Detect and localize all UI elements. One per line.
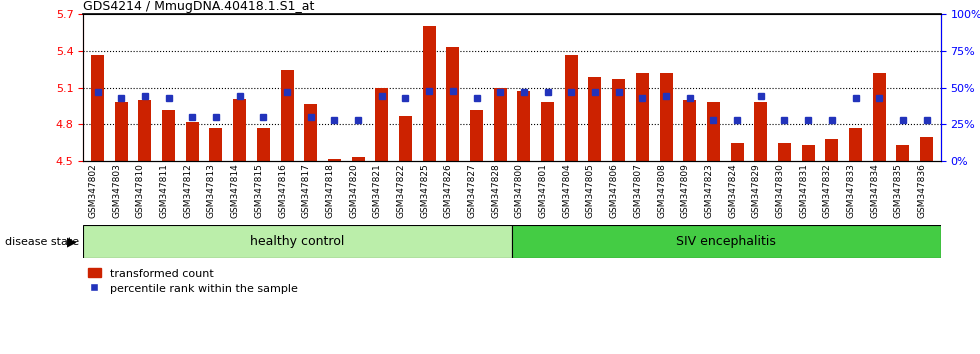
Text: GSM347807: GSM347807 bbox=[633, 163, 642, 218]
Bar bbox=[564, 55, 578, 161]
Text: GDS4214 / MmugDNA.40418.1.S1_at: GDS4214 / MmugDNA.40418.1.S1_at bbox=[83, 0, 315, 13]
Bar bbox=[328, 159, 341, 161]
Bar bbox=[115, 102, 127, 161]
Bar bbox=[446, 47, 460, 161]
Bar bbox=[91, 55, 104, 161]
Bar bbox=[375, 87, 388, 161]
Text: GSM347803: GSM347803 bbox=[112, 163, 122, 218]
Text: GSM347831: GSM347831 bbox=[799, 163, 808, 218]
Text: healthy control: healthy control bbox=[251, 235, 345, 248]
Text: GSM347813: GSM347813 bbox=[207, 163, 216, 218]
Bar bbox=[304, 103, 318, 161]
Bar bbox=[399, 116, 412, 161]
Text: GSM347810: GSM347810 bbox=[136, 163, 145, 218]
Bar bbox=[707, 102, 720, 161]
Text: GSM347834: GSM347834 bbox=[870, 163, 879, 218]
Text: ▶: ▶ bbox=[67, 235, 76, 248]
Text: GSM347812: GSM347812 bbox=[183, 163, 192, 218]
Bar bbox=[186, 122, 199, 161]
Text: GSM347809: GSM347809 bbox=[681, 163, 690, 218]
Bar bbox=[352, 158, 365, 161]
Text: SIV encephalitis: SIV encephalitis bbox=[676, 235, 776, 248]
Text: GSM347822: GSM347822 bbox=[397, 163, 406, 218]
Text: GSM347816: GSM347816 bbox=[278, 163, 287, 218]
Text: GSM347826: GSM347826 bbox=[444, 163, 453, 218]
Text: GSM347827: GSM347827 bbox=[467, 163, 476, 218]
Text: GSM347804: GSM347804 bbox=[563, 163, 571, 218]
Bar bbox=[422, 27, 436, 161]
Bar bbox=[755, 102, 767, 161]
Text: GSM347801: GSM347801 bbox=[539, 163, 548, 218]
Text: GSM347814: GSM347814 bbox=[230, 163, 240, 218]
Text: GSM347817: GSM347817 bbox=[302, 163, 311, 218]
Text: GSM347821: GSM347821 bbox=[372, 163, 382, 218]
Text: GSM347832: GSM347832 bbox=[823, 163, 832, 218]
Text: GSM347805: GSM347805 bbox=[586, 163, 595, 218]
Text: GSM347811: GSM347811 bbox=[160, 163, 169, 218]
Text: GSM347829: GSM347829 bbox=[752, 163, 760, 218]
Bar bbox=[517, 91, 530, 161]
Bar bbox=[257, 128, 270, 161]
Text: GSM347825: GSM347825 bbox=[420, 163, 429, 218]
Bar bbox=[541, 102, 554, 161]
Bar bbox=[873, 73, 886, 161]
Bar bbox=[588, 76, 602, 161]
Text: disease state: disease state bbox=[5, 236, 79, 247]
Bar bbox=[233, 99, 246, 161]
Bar bbox=[849, 128, 862, 161]
Bar bbox=[210, 128, 222, 161]
Bar bbox=[470, 110, 483, 161]
Bar bbox=[897, 145, 909, 161]
Bar bbox=[730, 143, 744, 161]
Text: GSM347806: GSM347806 bbox=[610, 163, 618, 218]
Text: GSM347828: GSM347828 bbox=[491, 163, 500, 218]
Text: GSM347833: GSM347833 bbox=[847, 163, 856, 218]
Bar bbox=[683, 100, 696, 161]
Legend: transformed count, percentile rank within the sample: transformed count, percentile rank withi… bbox=[83, 264, 302, 298]
Text: GSM347815: GSM347815 bbox=[255, 163, 264, 218]
Bar bbox=[280, 70, 294, 161]
Text: GSM347835: GSM347835 bbox=[894, 163, 903, 218]
Text: GSM347824: GSM347824 bbox=[728, 163, 737, 218]
Bar bbox=[660, 73, 672, 161]
Text: GSM347802: GSM347802 bbox=[88, 163, 98, 218]
Bar bbox=[494, 87, 507, 161]
Bar bbox=[83, 225, 512, 258]
Text: GSM347800: GSM347800 bbox=[514, 163, 524, 218]
Text: GSM347808: GSM347808 bbox=[657, 163, 666, 218]
Bar bbox=[825, 139, 838, 161]
Bar bbox=[612, 79, 625, 161]
Bar bbox=[636, 73, 649, 161]
Text: GSM347820: GSM347820 bbox=[349, 163, 358, 218]
Text: GSM347830: GSM347830 bbox=[775, 163, 784, 218]
Text: GSM347836: GSM347836 bbox=[917, 163, 926, 218]
Bar bbox=[512, 225, 941, 258]
Bar bbox=[138, 100, 151, 161]
Bar bbox=[920, 137, 933, 161]
Text: GSM347823: GSM347823 bbox=[705, 163, 713, 218]
Text: GSM347818: GSM347818 bbox=[325, 163, 334, 218]
Bar bbox=[162, 110, 175, 161]
Bar bbox=[802, 145, 814, 161]
Bar bbox=[778, 143, 791, 161]
